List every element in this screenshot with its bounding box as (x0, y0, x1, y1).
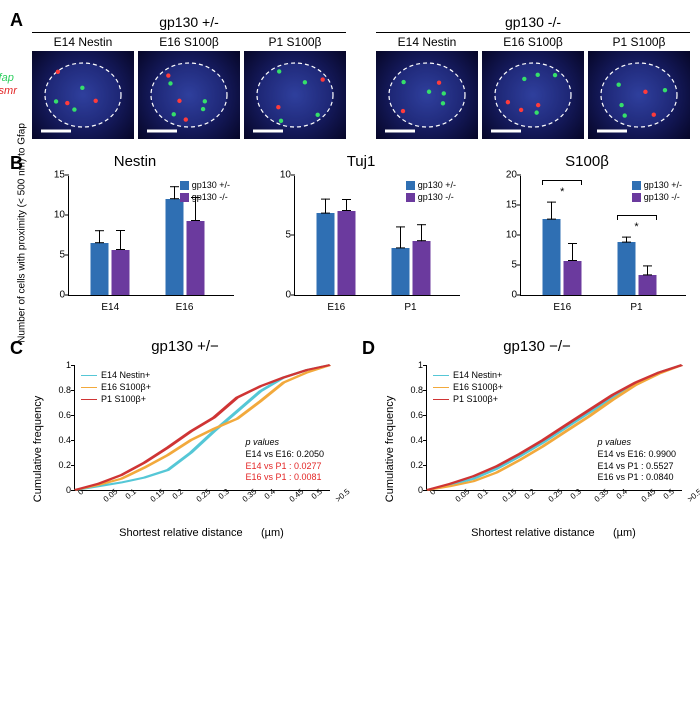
bar-title: S100β (484, 153, 690, 170)
x-category: P1 (630, 302, 642, 313)
line-plot: 00.20.40.60.8100.050.10.150.20.250.30.35… (74, 365, 330, 491)
panel-c: C gp130 +/− Cumulative frequency 00.20.4… (10, 338, 338, 539)
line-legend: E14 Nestin+E16 S100β+P1 S100β+ (81, 369, 151, 405)
bar (338, 211, 356, 295)
geno-het: gp130 +/- E14 Nestin E16 S100β P1 S100β (32, 14, 346, 139)
image-row-het: E14 Nestin E16 S100β P1 S100β (32, 35, 346, 139)
line-plot: 00.20.40.60.8100.050.10.150.20.250.30.35… (426, 365, 682, 491)
micrograph (588, 51, 690, 139)
geno-ko: gp130 -/- E14 Nestin E16 S100β P1 S100β (376, 14, 690, 139)
bar-plot: 0510 E16 P1 gp130 +/- gp130 -/- (294, 176, 460, 296)
bar (638, 275, 656, 295)
cumul-xlabel: Shortest relative distance (µm) (119, 527, 284, 539)
panel-a: A Gfap Osmr gp130 +/- E14 Nestin E16 S10… (10, 10, 690, 139)
gene-labels: Gfap Osmr (0, 72, 17, 98)
line-chart: Cumulative frequency 00.20.40.60.8100.05… (384, 359, 690, 539)
cumul-xlabel: Shortest relative distance (µm) (471, 527, 636, 539)
bar-sub-tuj1: Tuj1 0510 E16 P1 gp130 +/- gp130 -/- (258, 153, 464, 322)
bar-chart: 051015 E14 E16 gp130 +/- gp130 -/- (32, 172, 238, 322)
bar-legend: gp130 +/- gp130 -/- (406, 180, 456, 203)
bar-legend: gp130 +/- gp130 -/- (180, 180, 230, 203)
cumul-ylabel: Cumulative frequency (32, 396, 44, 502)
panel-c-label: C (10, 338, 23, 359)
bar-chart: 0510 E16 P1 gp130 +/- gp130 -/- (258, 172, 464, 322)
bar-plot: 051015 E14 E16 gp130 +/- gp130 -/- (68, 176, 234, 296)
bar (317, 213, 335, 295)
micrograph (482, 51, 584, 139)
image-row-ko: E14 Nestin E16 S100β P1 S100β (376, 35, 690, 139)
line-legend: E14 Nestin+E16 S100β+P1 S100β+ (433, 369, 503, 405)
bar-plot: 05101520 E16 P1 * * gp130 +/- gp130 -/- (520, 176, 686, 296)
genotype-row: gp130 +/- E14 Nestin E16 S100β P1 S100β … (32, 14, 690, 139)
panel-b-ylabel-text: Number of cells with proximity (< 500 nm… (17, 123, 28, 343)
micrograph-cell: P1 S100β (244, 35, 346, 139)
cumul-ylabel: Cumulative frequency (384, 396, 396, 502)
geno-ko-header: gp130 -/- (376, 14, 690, 33)
x-category: P1 (404, 302, 416, 313)
bar (564, 261, 582, 295)
micrograph (138, 51, 240, 139)
bar-group: E16 (317, 211, 356, 295)
micrograph-label: E16 S100β (138, 35, 240, 49)
micrograph (32, 51, 134, 139)
micrograph-label: E14 Nestin (32, 35, 134, 49)
x-category: E16 (327, 302, 345, 313)
significance: * (617, 215, 657, 233)
bar-title: Tuj1 (258, 153, 464, 170)
panel-cd-row: C gp130 +/− Cumulative frequency 00.20.4… (10, 338, 690, 539)
micrograph-cell: E16 S100β (482, 35, 584, 139)
panel-d-label: D (362, 338, 375, 359)
geno-het-header: gp130 +/- (32, 14, 346, 33)
micrograph-label: E14 Nestin (376, 35, 478, 49)
bar (617, 242, 635, 295)
micrograph-label: E16 S100β (482, 35, 584, 49)
micrograph (376, 51, 478, 139)
micrograph-cell: E14 Nestin (32, 35, 134, 139)
panel-d: D gp130 −/− Cumulative frequency 00.20.4… (362, 338, 690, 539)
bar-sub-nestin: Nestin 051015 E14 E16 gp130 +/- gp130 -/… (32, 153, 238, 322)
cumul-title: gp130 −/− (384, 338, 690, 355)
bar-group: P1 (391, 241, 430, 295)
bar (91, 243, 109, 295)
micrograph-cell: E14 Nestin (376, 35, 478, 139)
bar (412, 241, 430, 295)
bar-group: E14 (91, 243, 130, 295)
micrograph-cell: E16 S100β (138, 35, 240, 139)
bar-group: P1 (617, 242, 656, 295)
bar-group: E16 (165, 199, 204, 295)
bar-sub-s100b: S100β 05101520 E16 P1 * * gp130 +/- gp13… (484, 153, 690, 322)
bar (186, 221, 204, 295)
x-category: E14 (101, 302, 119, 313)
figure: A Gfap Osmr gp130 +/- E14 Nestin E16 S10… (10, 10, 690, 539)
significance: * (542, 180, 582, 198)
micrograph-cell: P1 S100β (588, 35, 690, 139)
bar (112, 250, 130, 295)
bar-chart: 05101520 E16 P1 * * gp130 +/- gp130 -/- (484, 172, 690, 322)
bar-title: Nestin (32, 153, 238, 170)
bar-legend: gp130 +/- gp130 -/- (632, 180, 682, 203)
panel-b-ylabel: Number of cells with proximity (< 500 nm… (17, 123, 28, 343)
gene-osmr: Osmr (0, 85, 17, 98)
x-category: E16 (553, 302, 571, 313)
x-category: E16 (176, 302, 194, 313)
gene-gfap: Gfap (0, 72, 17, 85)
p-values: p values E14 vs E16: 0.9900E14 vs P1 : 0… (597, 437, 676, 484)
cumul-title: gp130 +/− (32, 338, 338, 355)
panel-b: B Number of cells with proximity (< 500 … (10, 153, 690, 322)
micrograph (244, 51, 346, 139)
panel-a-label: A (10, 10, 23, 31)
bar (165, 199, 183, 295)
micrograph-label: P1 S100β (588, 35, 690, 49)
bar (391, 248, 409, 295)
bar (543, 219, 561, 295)
bar-group: E16 (543, 219, 582, 295)
line-chart: Cumulative frequency 00.20.40.60.8100.05… (32, 359, 338, 539)
micrograph-label: P1 S100β (244, 35, 346, 49)
p-values: p values E14 vs E16: 0.2050E14 vs P1 : 0… (245, 437, 324, 484)
